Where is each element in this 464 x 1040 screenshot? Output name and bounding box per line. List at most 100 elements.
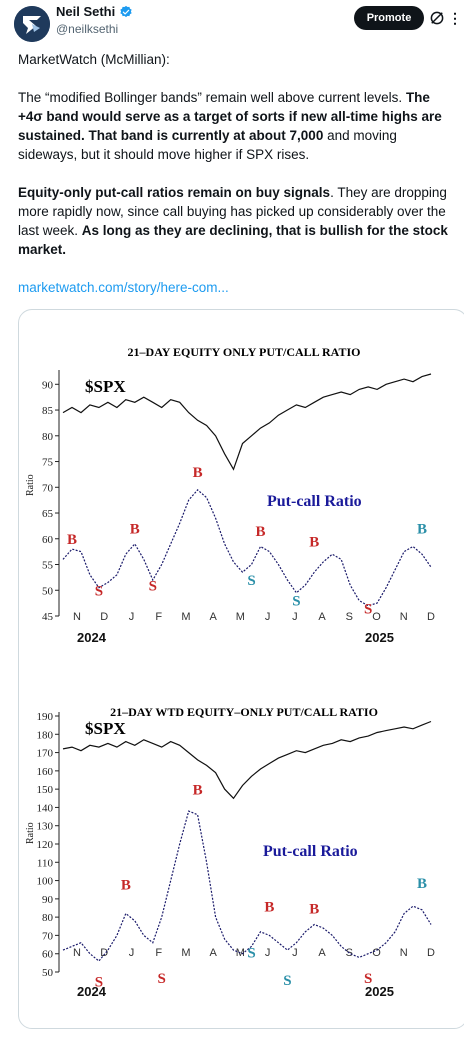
- month-label: J: [265, 947, 271, 959]
- y-tick-label: 160: [37, 766, 54, 778]
- tweet-paragraph-1: The “modified Bollinger bands” remain we…: [18, 88, 458, 164]
- y-tick-label: 120: [37, 839, 54, 851]
- p1-segment-0: The “modified Bollinger bands” remain we…: [18, 90, 406, 105]
- y-tick-label: 150: [37, 784, 54, 796]
- p2-segment-0: Equity-only put-call ratios remain on bu…: [18, 185, 331, 200]
- put-call-series-line: [62, 810, 432, 962]
- month-label: N: [400, 947, 408, 959]
- spx-series-line: [62, 373, 432, 471]
- month-label: O: [372, 611, 381, 623]
- y-tick-label: 45: [42, 611, 54, 623]
- chart-2-svg: 21–DAY WTD EQUITY–ONLY PUT/CALL RATIO 50 6…: [25, 705, 435, 999]
- y-tick-label: 100: [37, 876, 54, 888]
- y-tick-label: 130: [37, 821, 54, 833]
- put-call-series-line: [62, 489, 432, 607]
- y-tick-label: 90: [42, 379, 54, 391]
- article-link[interactable]: marketwatch.com/story/here-com...: [18, 280, 229, 295]
- month-label: F: [155, 611, 162, 623]
- more-options-icon[interactable]: ⋮: [448, 10, 462, 26]
- grok-icon[interactable]: [428, 9, 446, 27]
- month-label: D: [100, 947, 108, 959]
- month-label: J: [265, 611, 271, 623]
- avatar-logo-icon: [14, 6, 50, 42]
- sell-signal-marker: S: [95, 975, 103, 991]
- spx-series-line: [62, 720, 432, 800]
- sell-signal-marker: S: [149, 578, 157, 594]
- y-tick-label: 60: [42, 534, 54, 546]
- chart-2: 21–DAY WTD EQUITY–ONLY PUT/CALL RATIO 50 6…: [19, 694, 464, 1024]
- p1-segment-1: The +4σ band would serve as a target of …: [18, 90, 442, 143]
- sell-signal-marker: S: [364, 971, 372, 987]
- buy-signal-marker: B: [193, 783, 203, 799]
- buy-signal-marker: B: [130, 522, 140, 538]
- sell-signal-marker: S: [247, 573, 255, 589]
- chart-image-card[interactable]: 21–DAY EQUITY ONLY PUT/CALL RATIO 45 50 55 6…: [18, 309, 464, 1029]
- put-call-ratio-label: Put-call Ratio: [267, 493, 362, 510]
- buy-signal-marker: B: [417, 876, 427, 892]
- y-tick-label: 70: [42, 930, 54, 942]
- buy-signal-marker: B: [67, 532, 77, 548]
- author-handle[interactable]: @neilksethi: [56, 22, 119, 36]
- y-tick-label: 80: [42, 431, 54, 443]
- sell-signal-marker: S: [364, 601, 372, 617]
- month-label: J: [129, 947, 135, 959]
- month-label: S: [346, 947, 353, 959]
- y-tick-label: 60: [42, 949, 54, 961]
- month-label: D: [427, 947, 435, 959]
- avatar[interactable]: [14, 6, 50, 42]
- chart-title: 21–DAY WTD EQUITY–ONLY PUT/CALL RATIO: [110, 705, 378, 719]
- buy-signal-marker: B: [121, 878, 131, 894]
- tweet-body: MarketWatch (McMillian): The “modified B…: [18, 50, 458, 316]
- month-label: O: [372, 947, 381, 959]
- month-label: N: [400, 611, 408, 623]
- buy-signal-marker: B: [309, 901, 319, 917]
- author-name[interactable]: Neil Sethi: [56, 4, 116, 19]
- month-label: M: [181, 611, 190, 623]
- promote-button[interactable]: Promote: [354, 6, 424, 30]
- year-label: 2024: [77, 984, 107, 999]
- y-tick-label: 50: [42, 967, 54, 979]
- p2-segment-1: . They are dropping more rapidly now, si…: [18, 185, 447, 238]
- year-label: 2024: [77, 630, 107, 645]
- buy-signal-marker: B: [417, 522, 427, 538]
- month-label: J: [129, 611, 135, 623]
- month-label: A: [209, 611, 217, 623]
- month-label: D: [100, 611, 108, 623]
- y-tick-label: 75: [42, 457, 54, 469]
- tweet-header: Neil Sethi @neilksethi Promote ⋮: [0, 0, 464, 44]
- buy-signal-marker: B: [309, 534, 319, 550]
- sell-signal-marker: S: [95, 583, 103, 599]
- chart-1-svg: 21–DAY EQUITY ONLY PUT/CALL RATIO 45 50 55 6…: [25, 345, 435, 645]
- month-label: M: [181, 947, 190, 959]
- y-tick-label: 170: [37, 748, 54, 760]
- sell-signal-marker: S: [292, 594, 300, 610]
- chart-1: 21–DAY EQUITY ONLY PUT/CALL RATIO 45 50 55 6…: [19, 316, 464, 646]
- y-tick-label: 180: [37, 729, 54, 741]
- ratio-axis-label: Ratio: [25, 822, 36, 844]
- ratio-axis-label: Ratio: [25, 474, 36, 496]
- month-label: D: [427, 611, 435, 623]
- tweet-intro: MarketWatch (McMillian):: [18, 52, 170, 67]
- month-label: A: [209, 947, 217, 959]
- month-label: A: [318, 947, 326, 959]
- month-label: A: [318, 611, 326, 623]
- month-label: F: [155, 947, 162, 959]
- sell-signal-marker: S: [158, 971, 166, 987]
- year-label: 2025: [365, 630, 394, 645]
- month-label: N: [73, 611, 81, 623]
- sell-signal-marker: S: [247, 945, 255, 961]
- month-label: M: [236, 947, 245, 959]
- buy-signal-marker: B: [255, 524, 265, 540]
- verified-badge-icon: [120, 5, 132, 17]
- y-tick-label: 50: [42, 585, 54, 597]
- y-tick-label: 110: [37, 857, 54, 869]
- sell-signal-marker: S: [283, 973, 291, 989]
- buy-signal-marker: B: [264, 900, 274, 916]
- put-call-ratio-label: Put-call Ratio: [263, 843, 358, 860]
- p2-segment-2: As long as they are declining, that is b…: [18, 223, 448, 257]
- y-tick-label: 55: [42, 560, 54, 572]
- month-label: N: [73, 947, 81, 959]
- buy-signal-marker: B: [193, 465, 203, 481]
- y-tick-label: 65: [42, 508, 54, 520]
- year-label: 2025: [365, 984, 394, 999]
